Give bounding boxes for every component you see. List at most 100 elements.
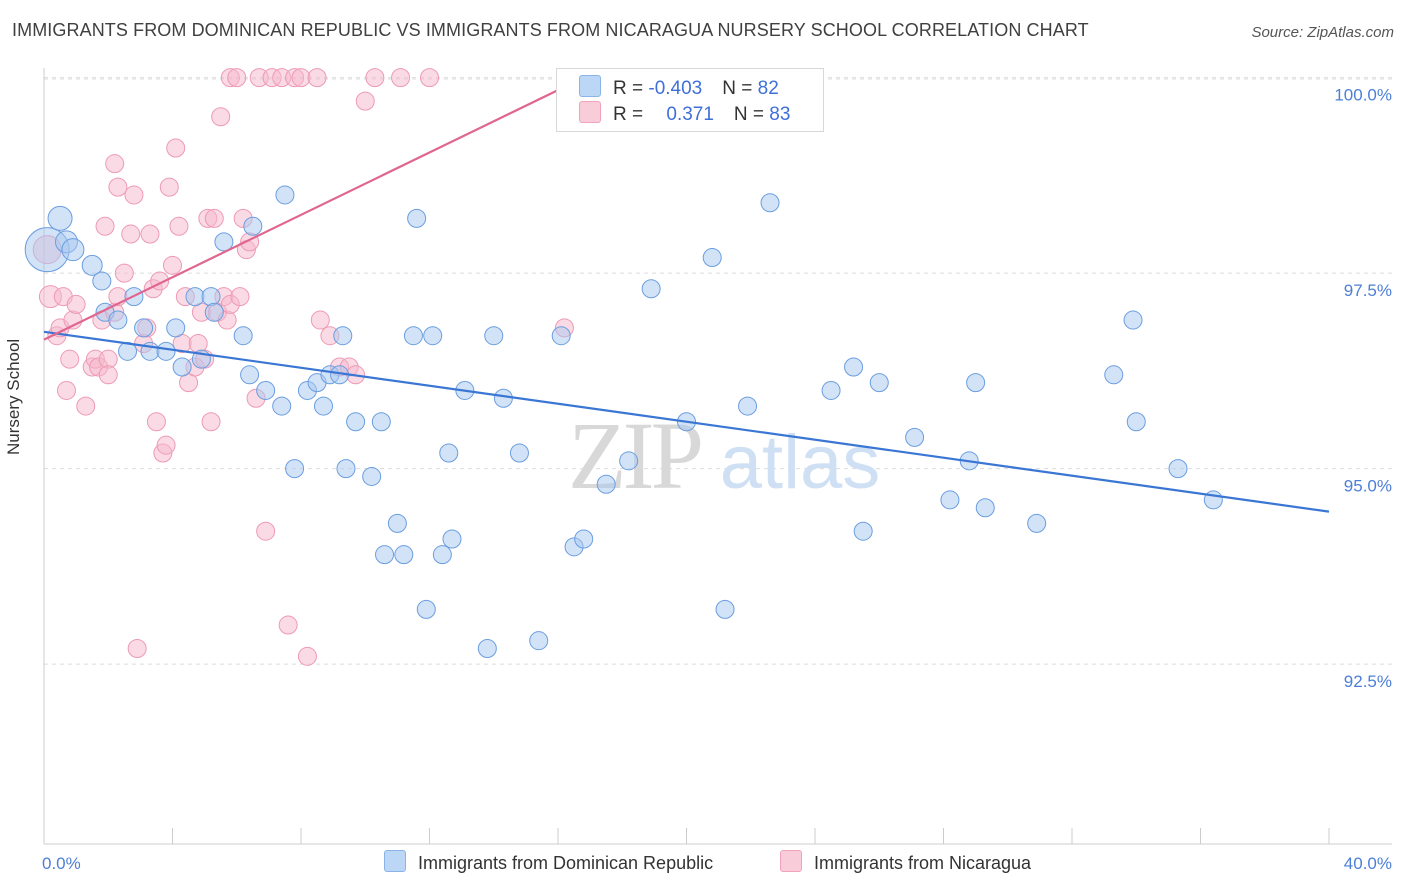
dominican-point — [869, 373, 889, 393]
nicaragua-point — [420, 68, 439, 88]
dominican-point — [439, 443, 459, 463]
legend-item-nicaragua[interactable]: Immigrants from Nicaragua — [780, 850, 1031, 874]
nicaragua-point — [95, 216, 115, 236]
trend-lines — [43, 76, 1330, 513]
dominican-point — [844, 357, 864, 377]
dominican-point — [336, 459, 356, 479]
dominican-point — [272, 396, 292, 416]
nicaragua-point — [211, 107, 231, 127]
dominican-point — [256, 380, 276, 400]
dominican-point — [1027, 513, 1047, 533]
dominican-point — [821, 380, 841, 400]
dominican-point — [853, 521, 873, 541]
dominican-point — [371, 412, 391, 432]
x-tick-label: 40.0% — [1344, 854, 1392, 873]
dominican-point — [118, 341, 138, 361]
nicaragua-point — [121, 224, 141, 244]
nicaragua-point — [56, 380, 76, 400]
nicaragua-point — [201, 412, 221, 432]
dominican-point — [92, 271, 112, 291]
dominican-point — [905, 427, 925, 447]
r-label: R = — [613, 104, 649, 125]
dominican-point — [275, 185, 295, 205]
legend-label-nicaragua: Immigrants from Nicaragua — [814, 853, 1032, 873]
dominican-point — [185, 287, 205, 307]
dominican-point — [134, 318, 154, 338]
dominican-point — [760, 193, 780, 213]
nicaragua-point — [278, 615, 298, 635]
dominican-point — [240, 365, 260, 385]
nicaragua-point — [124, 185, 144, 205]
nicaragua-point — [105, 154, 125, 174]
dominican-legend-swatch-icon — [384, 850, 406, 872]
dominican-point — [1104, 365, 1124, 385]
dominican-point — [509, 443, 529, 463]
stats-row-nicaragua: R = 0.371 N = 83 — [579, 101, 790, 127]
watermark-atlas: atlas — [720, 420, 881, 505]
stats-row-dominican: R = -0.403 N = 82 — [579, 75, 779, 101]
n-value-nicaragua: 83 — [769, 104, 791, 125]
x-tick-label: 0.0% — [42, 854, 81, 873]
dominican-point — [423, 326, 443, 346]
dominican-point — [243, 216, 263, 236]
dominican-point — [387, 513, 407, 533]
dominican-point — [204, 302, 224, 322]
y-tick-label: 95.0% — [1344, 477, 1392, 496]
dominican-point — [285, 459, 305, 479]
nicaragua-point — [227, 68, 247, 88]
nicaragua-swatch-icon — [579, 101, 601, 123]
nicaragua-point — [140, 224, 160, 244]
dominican-trend-line — [43, 330, 1330, 513]
dominican-swatch-icon — [579, 75, 601, 97]
dominican-point — [166, 318, 186, 338]
dominican-point — [1168, 459, 1188, 479]
nicaragua-point — [365, 68, 385, 88]
dominican-point — [738, 396, 758, 416]
nicaragua-point — [166, 138, 186, 158]
nicaragua-point — [146, 412, 166, 432]
nicaragua-point — [256, 521, 276, 541]
dominican-point — [313, 396, 333, 416]
dominican-point — [47, 205, 73, 231]
legend: Immigrants from Dominican Republic Immig… — [0, 850, 1406, 880]
dominican-point — [394, 545, 414, 565]
y-tick-label: 97.5% — [1344, 281, 1392, 300]
dominican-point — [432, 545, 452, 565]
dominican-point — [1126, 412, 1146, 432]
chart-title: IMMIGRANTS FROM DOMINICAN REPUBLIC VS IM… — [12, 20, 1089, 40]
dominican-point — [641, 279, 661, 299]
dominican-point — [975, 498, 995, 518]
dominican-point — [156, 341, 176, 361]
r-label: R = — [613, 78, 649, 99]
nicaragua-point — [355, 91, 375, 111]
nicaragua-trend-line — [43, 76, 585, 341]
dominican-point — [375, 545, 395, 565]
nicaragua-point — [108, 177, 128, 197]
dominican-point — [333, 326, 353, 346]
nicaragua-point — [76, 396, 96, 416]
dominican-point — [172, 357, 192, 377]
watermark: ZIP atlas — [568, 402, 880, 509]
n-label: N = — [722, 78, 758, 99]
nicaragua-point — [307, 68, 327, 88]
dominican-point — [551, 326, 571, 346]
nicaragua-point — [204, 208, 224, 228]
dominican-point — [233, 326, 253, 346]
source-note: Source: ZipAtlas.com — [1251, 24, 1394, 41]
dominican-point — [1123, 310, 1143, 330]
dominican-point — [966, 373, 986, 393]
dominican-point — [596, 474, 616, 494]
axes — [43, 68, 1392, 845]
legend-label-dominican: Immigrants from Dominican Republic — [418, 853, 714, 873]
dominican-point — [61, 238, 85, 262]
nicaragua-point — [297, 646, 317, 666]
nicaragua-point — [169, 216, 189, 236]
n-label: N = — [733, 104, 770, 125]
y-tick-label: 100.0% — [1334, 86, 1392, 105]
nicaragua-point — [127, 639, 147, 658]
dominican-point — [619, 451, 639, 471]
dominican-point — [108, 310, 128, 330]
nicaragua-legend-swatch-icon — [780, 850, 802, 872]
legend-item-dominican[interactable]: Immigrants from Dominican Republic — [384, 850, 713, 874]
dominican-point — [529, 631, 549, 651]
